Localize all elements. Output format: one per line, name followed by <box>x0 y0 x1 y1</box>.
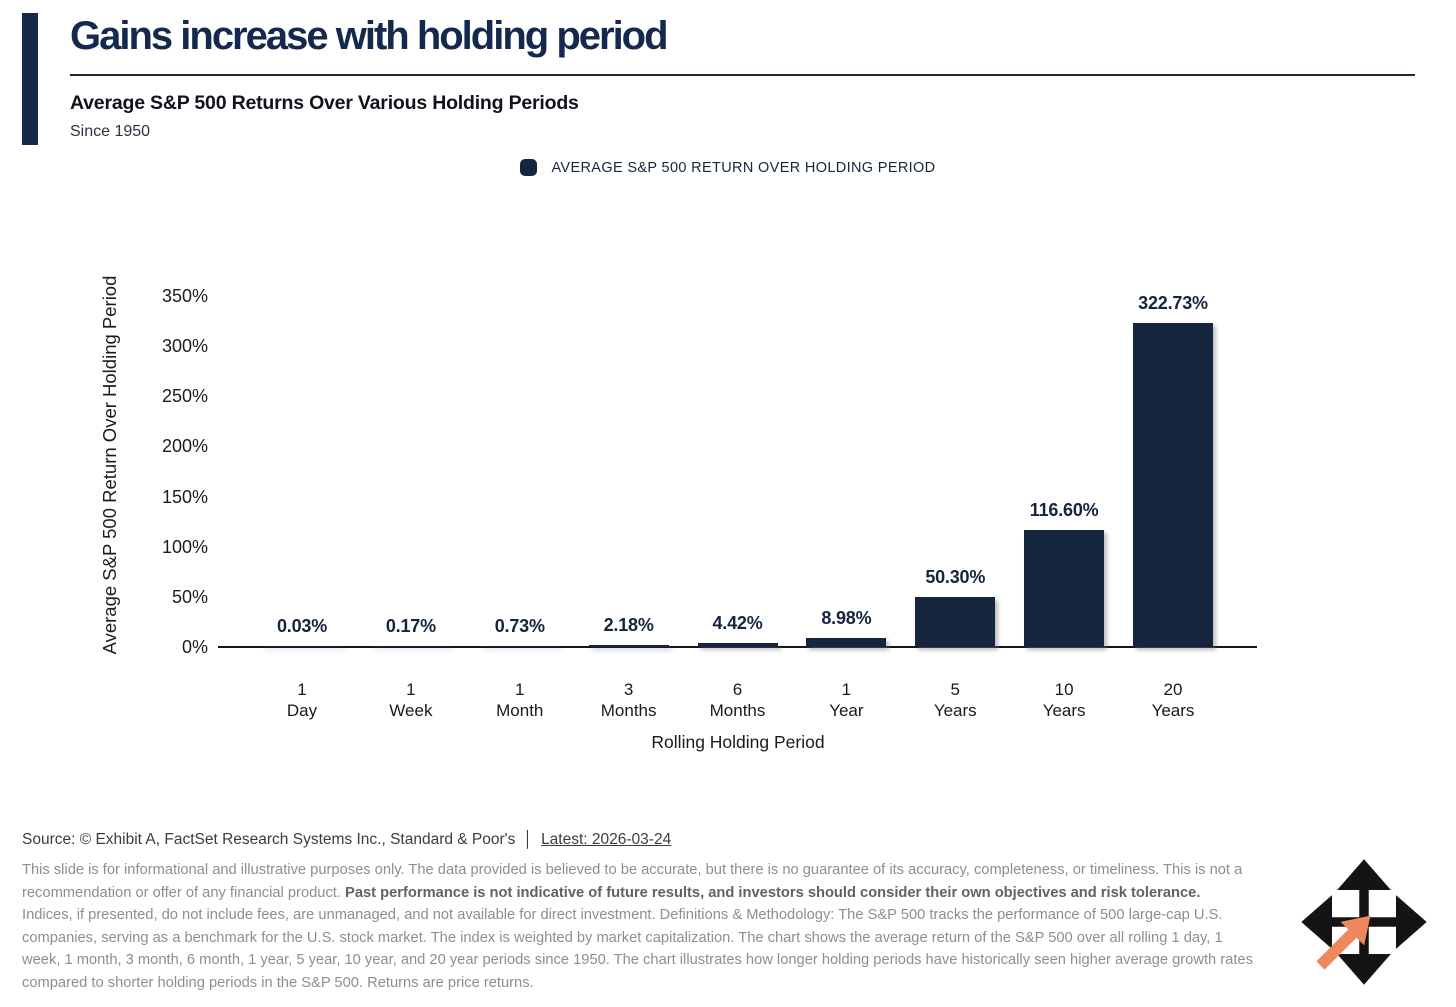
x-tick-label: 1 Year <box>829 680 864 720</box>
accent-bar <box>22 13 38 145</box>
y-tick-label: 150% <box>161 486 208 507</box>
bar-1-day <box>262 646 342 647</box>
bar-20-years <box>1133 323 1213 647</box>
bar-5-years <box>915 596 996 647</box>
legend-swatch-icon <box>520 159 538 176</box>
bar-value-label: 0.17% <box>385 616 436 636</box>
x-tick-label: 1 Month <box>496 680 544 720</box>
y-tick-label: 0% <box>181 637 208 657</box>
y-tick-label: 100% <box>161 536 208 557</box>
disclaimer-segment: This slide is for informational and illu… <box>22 862 1243 901</box>
source-separator: │ <box>523 831 534 848</box>
legend: AVERAGE S&P 500 RETURN OVER HOLDING PERI… <box>0 159 1456 176</box>
x-axis-title: Rolling Holding Period <box>651 732 825 752</box>
source-line: Source: © Exhibit A, FactSet Research Sy… <box>22 831 1282 849</box>
x-tick-label: 6 Months <box>709 680 766 720</box>
y-tick-label: 50% <box>171 586 208 607</box>
disclaimer-segment: Indices, if presented, do not include fe… <box>22 907 1253 991</box>
bar-1-year <box>806 637 887 647</box>
title-divider <box>70 74 1415 76</box>
disclaimer-bold-segment: Past performance is not indicative of fu… <box>345 884 1201 901</box>
y-axis-title: Average S&P 500 Return Over Holding Peri… <box>99 275 120 655</box>
x-tick-label: 3 Months <box>600 680 657 720</box>
bar-3-months <box>588 644 669 647</box>
x-tick-label: 10 Years <box>1042 680 1086 720</box>
bar-1-week <box>370 646 451 647</box>
move-arrows-logo-icon <box>1301 859 1427 985</box>
bar-value-label: 50.30% <box>925 566 986 587</box>
disclaimer-text: This slide is for informational and illu… <box>22 859 1254 995</box>
x-tick-label: 1 Week <box>389 680 433 720</box>
x-tick-label: 20 Years <box>1151 680 1195 720</box>
bar-value-label: 322.73% <box>1138 293 1208 314</box>
y-tick-label: 250% <box>161 386 208 407</box>
bar-value-label: 0.03% <box>276 616 328 636</box>
y-tick-label: 200% <box>161 436 208 457</box>
y-tick-label: 300% <box>161 336 208 357</box>
x-tick-label: 1 Day <box>286 680 318 720</box>
bar-6-months <box>697 642 778 647</box>
source-text: Source: © Exhibit A, FactSet Research Sy… <box>22 831 516 848</box>
bar-value-label: 116.60% <box>1029 500 1099 521</box>
chart-subtitle: Average S&P 500 Returns Over Various Hol… <box>70 92 579 114</box>
bar-value-label: 4.42% <box>712 612 763 633</box>
bar-value-label: 0.73% <box>494 616 545 636</box>
legend-label: AVERAGE S&P 500 RETURN OVER HOLDING PERI… <box>551 159 936 176</box>
bar-10-years <box>1024 530 1105 647</box>
bar-value-label: 8.98% <box>821 607 872 628</box>
bar-value-label: 2.18% <box>603 614 654 635</box>
x-tick-label: 5 Years <box>933 680 977 720</box>
latest-date-link[interactable]: Latest: 2026-03-24 <box>541 831 672 848</box>
page-title: Gains increase with holding period <box>70 14 669 58</box>
period-note: Since 1950 <box>70 123 151 140</box>
bar-1-month <box>479 646 560 647</box>
y-tick-label: 350% <box>161 286 208 306</box>
